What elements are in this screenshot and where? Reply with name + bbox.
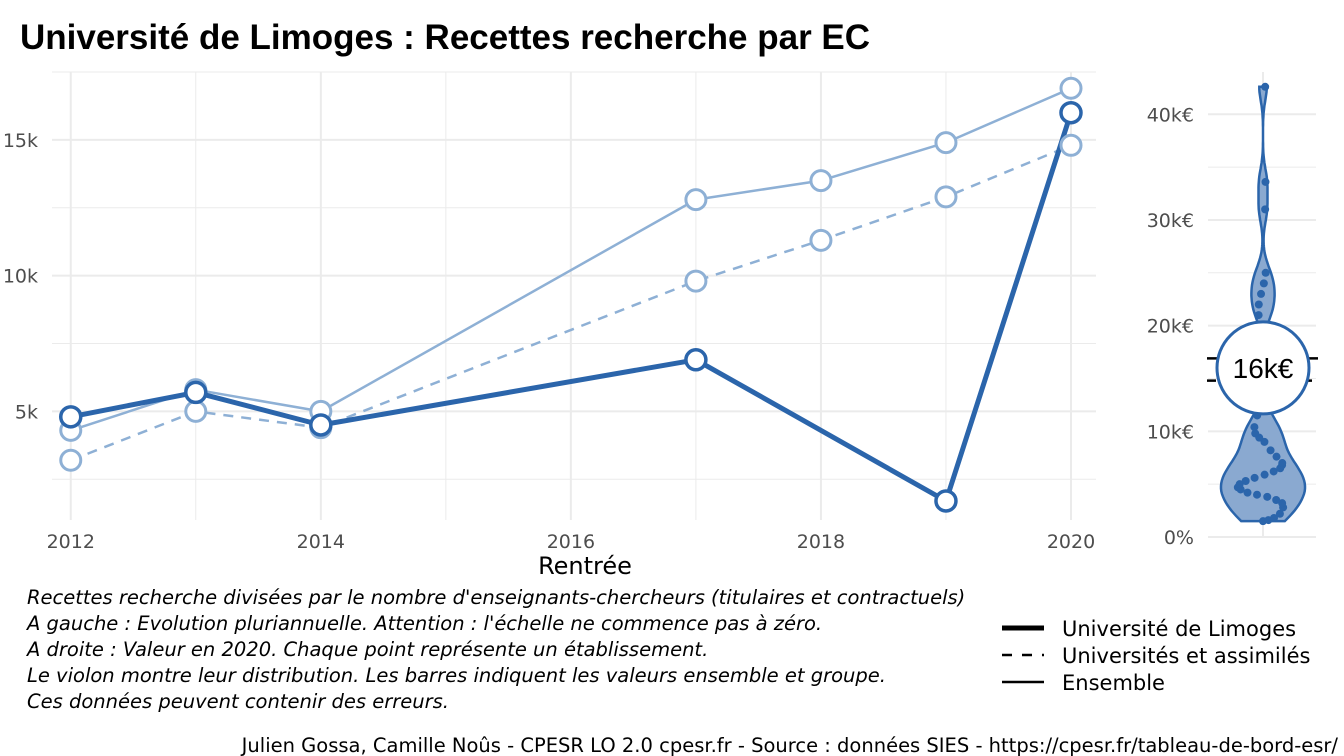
- data-point-dashed: [184, 399, 208, 423]
- institution-dot: [1261, 205, 1270, 214]
- series-lines: [59, 76, 1083, 513]
- legend-label: Universités et assimilés: [1062, 644, 1310, 668]
- institution-dot: [1250, 423, 1259, 432]
- y-tick-label: 0%: [1164, 527, 1194, 549]
- institution-dot: [1266, 446, 1275, 455]
- y-tick-label: 15k: [3, 130, 38, 152]
- institution-dot: [1235, 480, 1244, 489]
- data-point-thick: [1059, 100, 1083, 125]
- data-point-thick: [934, 489, 958, 513]
- evolution-panel: 5k 10k 15k 2012 2014 2016 2018 2020 Rentrée: [3, 71, 1096, 580]
- institution-dot: [1263, 492, 1272, 501]
- y-tick-label: 10k: [3, 266, 38, 288]
- left-y-tick-labels: 5k 10k 15k: [3, 130, 38, 424]
- institution-dot: [1257, 289, 1266, 298]
- caption-line: A gauche : Evolution pluriannuelle. Atte…: [25, 612, 822, 635]
- distribution-panel: 0% 10k€ 20k€ 30k€ 40k€ 16k€: [1147, 72, 1318, 549]
- y-tick-label: 20k€: [1147, 316, 1194, 338]
- data-point-dashed: [59, 448, 83, 472]
- legend: Université de Limoges Universités et assi…: [1002, 617, 1310, 695]
- source-credit: Julien Gossa, Camille Noûs - CPESR LO 2.…: [240, 734, 1339, 756]
- caption-line: Ces données peuvent contenir des erreurs…: [27, 690, 449, 713]
- institution-dot: [1272, 496, 1281, 505]
- x-tick-label: 2016: [547, 531, 595, 553]
- data-point-thin: [809, 169, 833, 193]
- data-point-dashed: [684, 269, 708, 293]
- institution-dot: [1260, 470, 1269, 479]
- institution-dot: [1251, 429, 1260, 438]
- legend-label: Ensemble: [1062, 671, 1165, 695]
- institution-dot: [1259, 279, 1268, 288]
- y-tick-label: 10k€: [1147, 421, 1194, 443]
- y-tick-label: 40k€: [1147, 104, 1194, 126]
- institution-dot: [1243, 488, 1252, 497]
- institution-dot: [1269, 467, 1278, 476]
- violin-shape: [1219, 85, 1307, 523]
- chart-title: Université de Limoges : Recettes recherc…: [20, 18, 870, 57]
- y-tick-label: 5k: [15, 401, 38, 423]
- data-point-thin: [684, 188, 708, 212]
- data-point-thick: [684, 348, 708, 372]
- data-point-thin: [1059, 76, 1083, 100]
- x-axis-title: Rentrée: [538, 552, 632, 580]
- institution-dot: [1253, 490, 1262, 499]
- data-point-thick: [59, 405, 83, 429]
- institution-dot: [1241, 476, 1250, 485]
- institution-dot: [1261, 268, 1270, 277]
- data-point-dashed: [1059, 133, 1083, 157]
- caption-line: Le violon montre leur distribution. Les …: [27, 664, 886, 687]
- institution-dot: [1250, 473, 1259, 482]
- data-point-dashed: [809, 228, 833, 252]
- institution-dot: [1254, 300, 1263, 309]
- y-tick-label: 30k€: [1147, 210, 1194, 232]
- value-bubble: [1215, 320, 1311, 416]
- data-point-thin: [934, 131, 958, 155]
- right-y-tick-labels: 0% 10k€ 20k€ 30k€ 40k€: [1147, 104, 1194, 549]
- institution-dot: [1261, 82, 1270, 91]
- data-point-thick: [184, 380, 208, 405]
- value-bubble-label: 16k€: [1233, 353, 1294, 384]
- x-tick-labels: 2012 2014 2016 2018 2020: [47, 531, 1096, 553]
- series-line-thick: [70, 111, 1074, 504]
- data-point-thick: [309, 413, 333, 437]
- left-gridlines: [52, 71, 1096, 520]
- data-point-dashed: [934, 185, 958, 209]
- institution-dot: [1278, 459, 1287, 468]
- institution-dot: [1270, 513, 1279, 522]
- institution-dot: [1272, 452, 1281, 461]
- violin-distribution: 16k€: [1207, 82, 1318, 526]
- x-tick-label: 2020: [1047, 531, 1095, 553]
- caption-line: Recettes recherche divisées par le nombr…: [27, 586, 965, 609]
- institution-dot: [1275, 509, 1284, 518]
- institution-dot: [1278, 499, 1287, 508]
- chart-caption: Recettes recherche divisées par le nombr…: [25, 586, 965, 713]
- institution-dot: [1254, 311, 1263, 320]
- x-tick-label: 2014: [297, 531, 345, 553]
- caption-line: A droite : Valeur en 2020. Chaque point …: [25, 638, 708, 661]
- x-tick-label: 2018: [797, 531, 845, 553]
- x-tick-label: 2012: [47, 531, 95, 553]
- legend-label: Université de Limoges: [1062, 617, 1296, 641]
- institution-dot: [1261, 177, 1270, 186]
